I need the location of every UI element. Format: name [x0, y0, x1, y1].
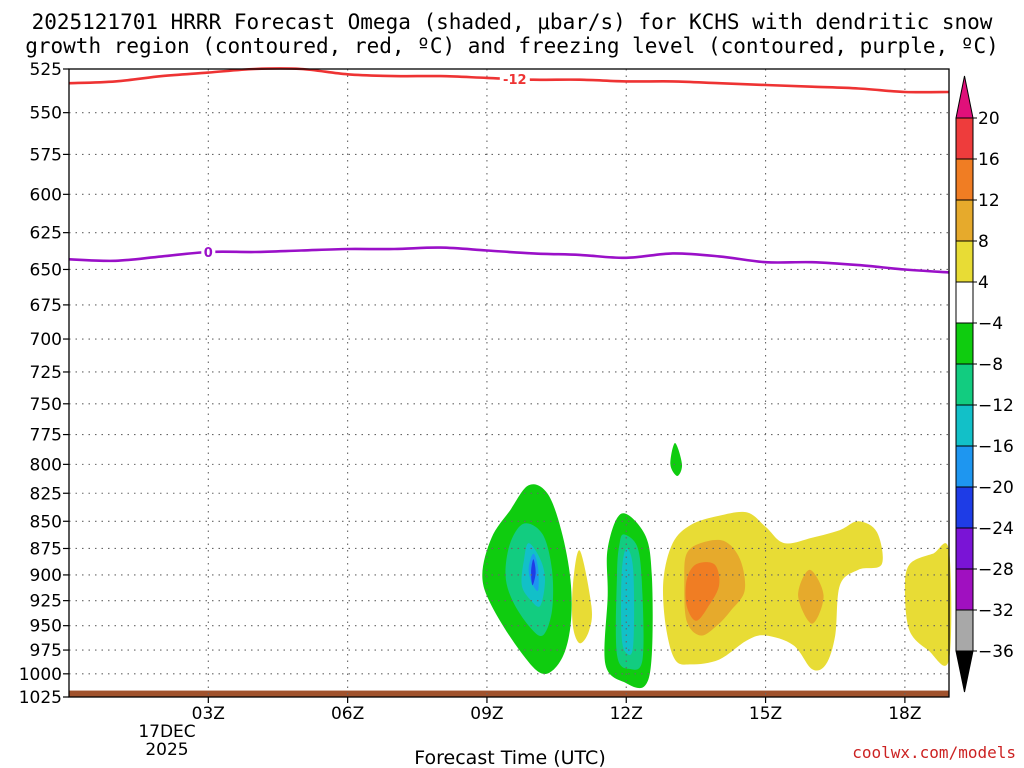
x-axis-title: Forecast Time (UTC) — [414, 747, 605, 768]
y-tick-label-800: 800 — [30, 455, 62, 475]
x-date-label: 17DEC — [138, 722, 195, 742]
y-tick-label-675: 675 — [30, 296, 62, 316]
colorbar-swatch-9 — [955, 445, 974, 488]
y-tick-label-1000: 1000 — [19, 665, 62, 685]
x-axis: 03Z 06Z 09Z 12Z 15Z 18Z — [192, 697, 922, 724]
dendritic-contour-label: -12 — [503, 73, 527, 88]
omega-region-12 — [685, 562, 720, 621]
y-tick-label-950: 950 — [30, 617, 62, 637]
contour-lines: -12 0 — [68, 67, 950, 274]
y-tick-label-725: 725 — [30, 363, 62, 383]
x-tick-label-15: 15Z — [749, 704, 782, 724]
colorbar-label-0: 20 — [978, 109, 1000, 129]
y-tick-label-925: 925 — [30, 592, 62, 612]
y-tick-label-900: 900 — [30, 566, 62, 586]
colorbar-label-5: −4 — [978, 314, 1003, 334]
colorbar-swatch-8 — [955, 404, 974, 447]
y-tick-label-575: 575 — [30, 145, 62, 165]
x-year-label: 2025 — [145, 740, 188, 760]
freezing-level-contour-label: 0 — [204, 246, 213, 261]
omega-region-8 — [621, 548, 635, 655]
y-tick-label-825: 825 — [30, 484, 62, 504]
colorbar-label-8: −16 — [978, 437, 1014, 457]
freezing-level-contour-line — [68, 246, 950, 274]
x-tick-label-18: 18Z — [888, 704, 921, 724]
y-tick-label-550: 550 — [30, 104, 62, 124]
colorbar-swatch-4 — [955, 240, 974, 283]
colorbar-label-1: 16 — [978, 150, 1000, 170]
colorbar-label-6: −8 — [978, 355, 1003, 375]
chart-title-line-2: growth region (contoured, red, ºC) and f… — [25, 34, 999, 58]
x-tick-label-6: 06Z — [331, 704, 364, 724]
y-tick-label-700: 700 — [30, 330, 62, 350]
omega-region-4 — [531, 559, 536, 586]
colorbar-label-10: −24 — [978, 519, 1014, 539]
colorbar-bottom-arrow — [955, 650, 974, 693]
dendritic-contour-label-bg — [499, 71, 530, 86]
y-tick-label-775: 775 — [30, 426, 62, 446]
y-tick-label-525: 525 — [30, 60, 62, 80]
watermark: coolwx.com/models — [852, 743, 1016, 762]
y-tick-label-750: 750 — [30, 395, 62, 415]
colorbar-swatch-6 — [955, 322, 974, 365]
x-tick-label-3: 03Z — [192, 704, 225, 724]
chart-title-line-1: 2025121701 HRRR Forecast Omega (shaded, … — [32, 10, 993, 34]
y-axis: 525 550 575 600 625 650 675 700 725 750 775 800 825 8… — [19, 60, 69, 708]
y-tick-label-600: 600 — [30, 185, 62, 205]
omega-region-14 — [904, 543, 952, 666]
x-tick-label-9: 09Z — [470, 704, 503, 724]
colorbar-label-9: −20 — [978, 478, 1014, 498]
colorbar: 20 16 12 8 4 −4 −8 −12 −16 −20 −24 −28 −32 −36 — [955, 75, 1014, 693]
colorbar-swatch-13 — [955, 609, 974, 652]
y-tick-label-1025: 1025 — [19, 688, 62, 708]
y-tick-label-875: 875 — [30, 539, 62, 559]
omega-region-13 — [798, 569, 824, 624]
colorbar-label-2: 12 — [978, 191, 1000, 211]
colorbar-swatch-3 — [955, 199, 974, 242]
omega-shading — [482, 443, 952, 689]
colorbar-swatch-7 — [955, 363, 974, 406]
ground-bar — [69, 690, 949, 697]
colorbar-swatch-10 — [955, 486, 974, 529]
colorbar-swatch-12 — [955, 568, 974, 611]
colorbar-label-4: 4 — [978, 273, 989, 293]
plot-frame — [68, 68, 950, 698]
colorbar-label-7: −12 — [978, 396, 1014, 416]
colorbar-swatch-2 — [955, 158, 974, 201]
omega-region-9 — [670, 443, 683, 476]
colorbar-label-3: 8 — [978, 232, 989, 252]
colorbar-label-13: −36 — [978, 642, 1014, 662]
y-tick-label-650: 650 — [30, 260, 62, 280]
omega-region-5 — [572, 550, 592, 644]
colorbar-swatch-1 — [955, 117, 974, 160]
grid-lines — [69, 69, 949, 697]
colorbar-swatch-11 — [955, 527, 974, 570]
colorbar-label-12: −32 — [978, 601, 1014, 621]
y-tick-label-850: 850 — [30, 512, 62, 532]
ground-layer — [69, 690, 949, 697]
freezing-level-contour-label-bg — [201, 244, 216, 259]
y-tick-label-625: 625 — [30, 224, 62, 244]
colorbar-label-11: −28 — [978, 560, 1014, 580]
colorbar-top-arrow — [955, 75, 974, 119]
x-tick-label-12: 12Z — [610, 704, 643, 724]
colorbar-swatch-5 — [955, 281, 974, 324]
y-tick-label-975: 975 — [30, 641, 62, 661]
